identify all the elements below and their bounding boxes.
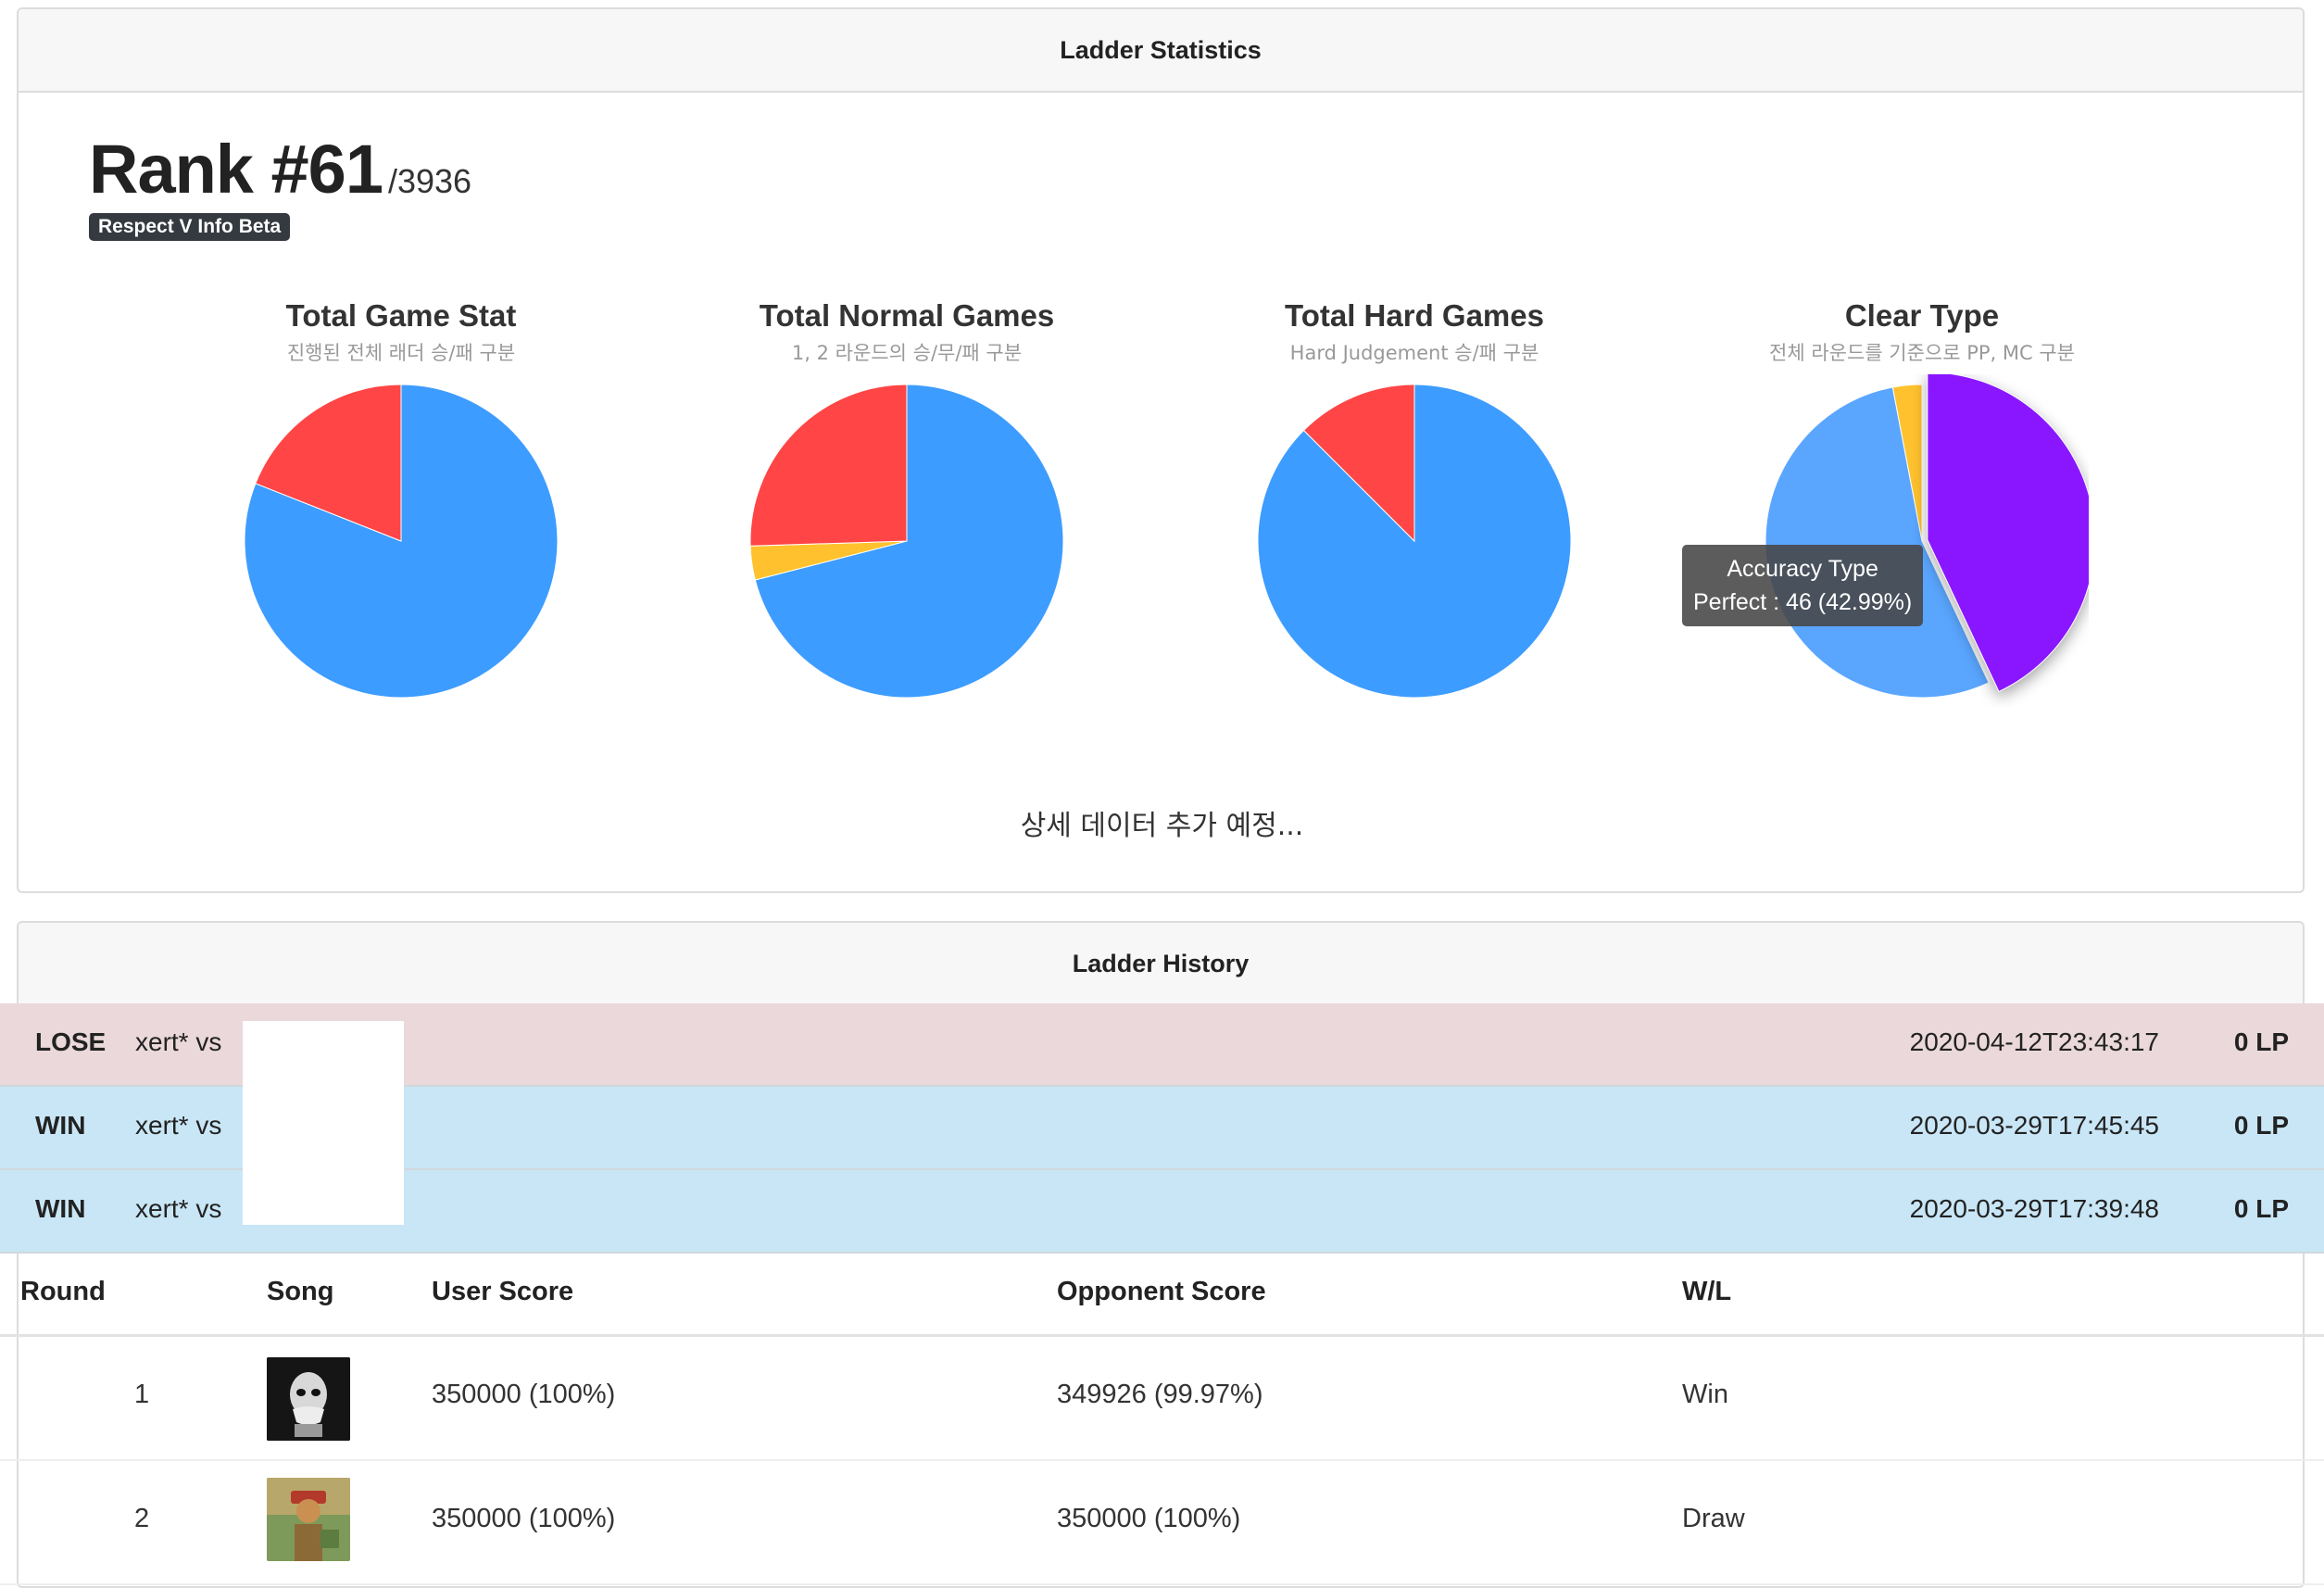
user-score: 350000 (100%) [432,1380,616,1409]
pie-slice[interactable] [244,384,559,699]
match-lp: 0 LP [2233,1111,2289,1140]
chart-tooltip: Accuracy Type Perfect : 46 (42.99%) [1682,545,1924,626]
pie-slice[interactable] [1891,384,1923,542]
pie-slice[interactable] [1302,384,1415,543]
rank-title: Rank #61 [89,131,383,208]
match-players: xert* vs [135,1194,222,1223]
round-number: 2 [134,1504,150,1533]
figure-art-icon [267,1478,350,1561]
column-user-score: User Score [432,1277,574,1306]
redacted-opponent-name [243,1021,404,1225]
pie-chart[interactable] [1257,384,1572,699]
pie-chart[interactable] [244,384,559,699]
round-number: 1 [134,1380,150,1409]
pie-slice[interactable] [749,384,908,547]
rank-display: Rank #61/3936 [89,130,471,208]
pie-chart[interactable] [1755,374,2089,708]
more-data-note: 상세 데이터 추가 예정... [1020,810,1304,842]
ladder-history-header: Ladder History [19,923,2303,1006]
chart-clear-type: Clear Type 전체 라운드를 기준으로 PP, MC 구분 [1681,295,2163,708]
pie-chart[interactable] [749,384,1064,699]
pie-slice[interactable] [754,384,1064,699]
ladder-statistics-header: Ladder Statistics [19,9,2303,93]
chart-total-hard-games: Total Hard Games Hard Judgement 승/패 구분 [1174,295,1655,699]
song-thumbnail[interactable] [267,1357,350,1441]
match-result: LOSE [35,1027,107,1056]
rank-total: /3936 [387,162,472,200]
tooltip-value: Perfect : 46 (42.99%) [1693,589,1913,615]
match-time: 2020-03-29T17:39:48 [1909,1194,2159,1223]
match-time: 2020-04-12T23:43:17 [1909,1027,2159,1056]
chart-total-game-stat: Total Game Stat 진행된 전체 래더 승/패 구분 [160,295,642,699]
match-players: xert* vs [135,1027,222,1056]
skull-mask-icon [267,1357,350,1441]
pie-slice[interactable] [255,384,402,542]
table-row: 1 350000 (100%) 349926 (99.97%) Win [0,1337,2324,1461]
chart-subtitle: 전체 라운드를 기준으로 PP, MC 구분 [1769,342,2075,364]
column-round: Round [20,1277,106,1306]
chart-subtitle: Hard Judgement 승/패 구분 [1289,342,1539,364]
user-score: 350000 (100%) [432,1504,616,1533]
chart-subtitle: 진행된 전체 래더 승/패 구분 [286,342,516,364]
chart-title: Total Normal Games [759,298,1055,333]
opponent-score: 349926 (99.97%) [1057,1380,1263,1409]
chart-title: Clear Type [1844,298,2000,333]
match-players: xert* vs [135,1111,222,1140]
round-table-header: Round Song User Score Opponent Score W/L [0,1253,2324,1337]
chart-total-normal-games: Total Normal Games 1, 2 라운드의 승/무/패 구분 [666,295,1148,699]
round-result: Draw [1682,1504,1745,1533]
match-time: 2020-03-29T17:45:45 [1909,1111,2159,1140]
chart-subtitle: 1, 2 라운드의 승/무/패 구분 [791,342,1023,364]
column-song: Song [267,1277,334,1306]
match-lp: 0 LP [2233,1027,2289,1056]
column-opponent-score: Opponent Score [1057,1277,1266,1306]
tooltip-title: Accuracy Type [1727,556,1878,582]
column-wl: W/L [1682,1277,1732,1306]
table-row: 2 350000 (100%) 350000 (100%) Draw [0,1461,2324,1585]
match-lp: 0 LP [2233,1194,2289,1223]
match-result: WIN [35,1111,86,1140]
pie-slice[interactable] [1927,374,2089,693]
round-result: Win [1682,1380,1728,1409]
chart-title: Total Hard Games [1285,298,1544,333]
chart-title: Total Game Stat [285,298,517,333]
beta-badge: Respect V Info Beta [89,213,291,241]
match-result: WIN [35,1194,86,1223]
opponent-score: 350000 (100%) [1057,1504,1241,1533]
song-thumbnail[interactable] [267,1478,350,1561]
